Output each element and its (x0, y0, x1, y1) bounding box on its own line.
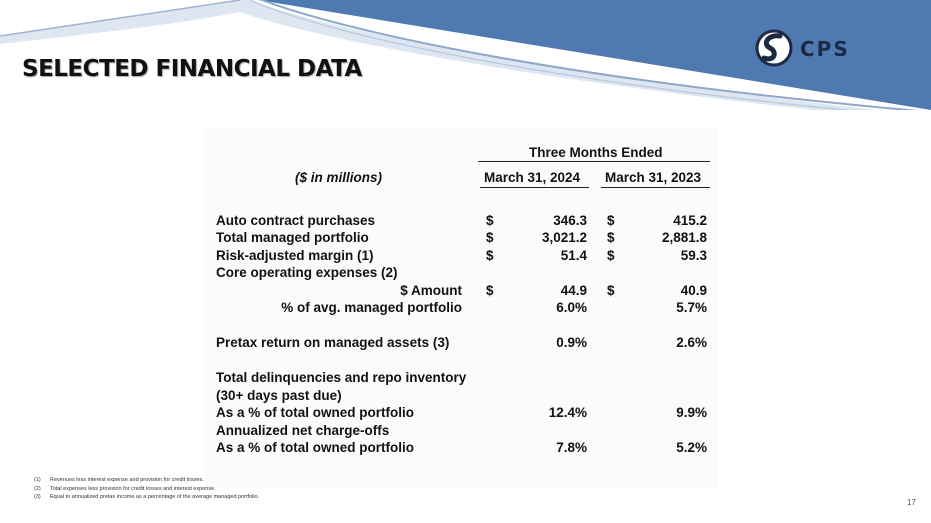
units-label: ($ in millions) (295, 170, 383, 185)
currency-symbol-2024: $ (486, 213, 494, 228)
value-2023: 415.2 (673, 213, 707, 228)
column-header-2023: March 31, 2023 (605, 170, 702, 185)
currency-symbol-2023: $ (607, 248, 615, 263)
page-title: SELECTED FINANCIAL DATA (22, 56, 362, 82)
row-label: As a % of total owned portfolio (216, 440, 414, 455)
table-background (205, 128, 718, 488)
logo-text: CPS (800, 37, 850, 61)
value-2023: 2.6% (676, 335, 707, 350)
value-2024: 7.8% (556, 440, 587, 455)
value-2024: 3,021.2 (541, 230, 587, 245)
row-label: $ Amount (400, 283, 462, 298)
group-header: Three Months Ended (529, 145, 663, 160)
value-2024: 12.4% (548, 405, 587, 420)
value-2024: 0.9% (556, 335, 587, 350)
footnote: (3) Equal to annualized pretax income as … (34, 494, 260, 500)
column-header-2024: March 31, 2024 (484, 170, 581, 185)
footnote: (1) Revenues less interest expense and pr… (34, 477, 204, 483)
currency-symbol-2023: $ (607, 213, 615, 228)
currency-symbol-2024: $ (486, 230, 494, 245)
value-2024: 51.4 (560, 248, 587, 263)
value-2023: 59.3 (680, 248, 707, 263)
currency-symbol-2023: $ (607, 283, 615, 298)
value-2023: 9.9% (676, 405, 707, 420)
column-underline-2024 (480, 187, 589, 188)
row-label: Total delinquencies and repo inventory (216, 370, 467, 385)
value-2024: 346.3 (553, 213, 587, 228)
footnote: (2) Total expenses less provision for cre… (34, 485, 216, 492)
header-banner (0, 0, 931, 110)
row-label: Risk-adjusted margin (1) (216, 248, 374, 263)
row-label: As a % of total owned portfolio (216, 405, 414, 420)
row-label: (30+ days past due) (216, 388, 342, 403)
currency-symbol-2023: $ (607, 230, 615, 245)
row-label: % of avg. managed portfolio (281, 300, 462, 315)
value-2024: 44.9 (560, 283, 587, 298)
row-label: Pretax return on managed assets (3) (216, 335, 450, 350)
value-2023: 5.7% (676, 300, 707, 315)
currency-symbol-2024: $ (486, 283, 494, 298)
value-2023: 40.9 (680, 283, 707, 298)
cps-logo-icon (755, 29, 793, 67)
value-2023: 2,881.8 (661, 230, 707, 245)
value-2023: 5.2% (676, 440, 707, 455)
row-label: Auto contract purchases (216, 213, 376, 228)
row-label: Annualized net charge-offs (216, 423, 390, 438)
row-label: Core operating expenses (2) (216, 265, 398, 280)
footnotes: (1) Revenues less interest expense and pr… (34, 476, 259, 502)
currency-symbol-2024: $ (486, 248, 494, 263)
column-underline-2023 (601, 187, 710, 188)
row-label: Total managed portfolio (216, 230, 369, 245)
group-header-underline (478, 161, 710, 162)
page-number: 17 (907, 498, 916, 507)
value-2024: 6.0% (556, 300, 587, 315)
